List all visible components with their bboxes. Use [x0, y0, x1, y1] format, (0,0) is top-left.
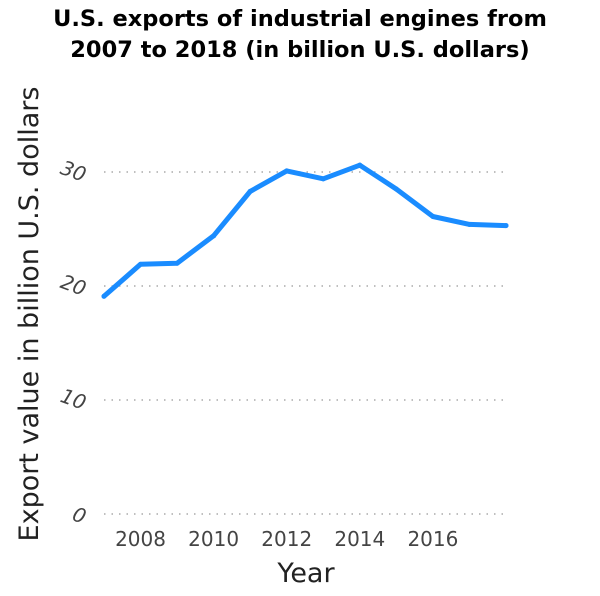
series-line: [101, 162, 509, 299]
data-point-2007: [101, 293, 107, 299]
y-tick-label: 0: [69, 502, 89, 529]
data-point-2017: [466, 221, 472, 227]
data-point-2011: [247, 188, 253, 194]
y-tick-label: 20: [57, 269, 89, 300]
data-points: [101, 162, 509, 299]
x-tick-labels: 2008 2010 2012 2014 2016: [115, 527, 458, 551]
data-point-2016: [430, 213, 436, 219]
y-tick-labels: 0 10 20 30: [57, 155, 89, 528]
y-tick-label: 30: [57, 155, 89, 186]
y-tick-label: 10: [57, 383, 89, 414]
x-tick-label: 2008: [115, 527, 166, 551]
x-tick-label: 2010: [188, 527, 239, 551]
y-axis-label: Export value in billion U.S. dollars: [14, 87, 45, 542]
x-axis-label: Year: [276, 558, 335, 589]
data-point-2013: [320, 176, 326, 182]
data-point-2014: [357, 162, 363, 168]
chart-title-line-1: U.S. exports of industrial engines from: [53, 6, 547, 32]
x-tick-label: 2012: [261, 527, 312, 551]
data-point-2010: [211, 233, 217, 239]
data-point-2015: [393, 186, 399, 192]
x-tick-label: 2016: [407, 527, 458, 551]
grid-lines: [104, 171, 506, 515]
data-point-2012: [284, 168, 290, 174]
data-point-2009: [174, 260, 180, 266]
chart-title-line-2: 2007 to 2018 (in billion U.S. dollars): [70, 37, 530, 63]
chart-title: U.S. exports of industrial engines from …: [0, 4, 600, 66]
data-point-2018: [503, 223, 509, 229]
data-point-2008: [138, 261, 144, 267]
x-tick-label: 2014: [334, 527, 385, 551]
